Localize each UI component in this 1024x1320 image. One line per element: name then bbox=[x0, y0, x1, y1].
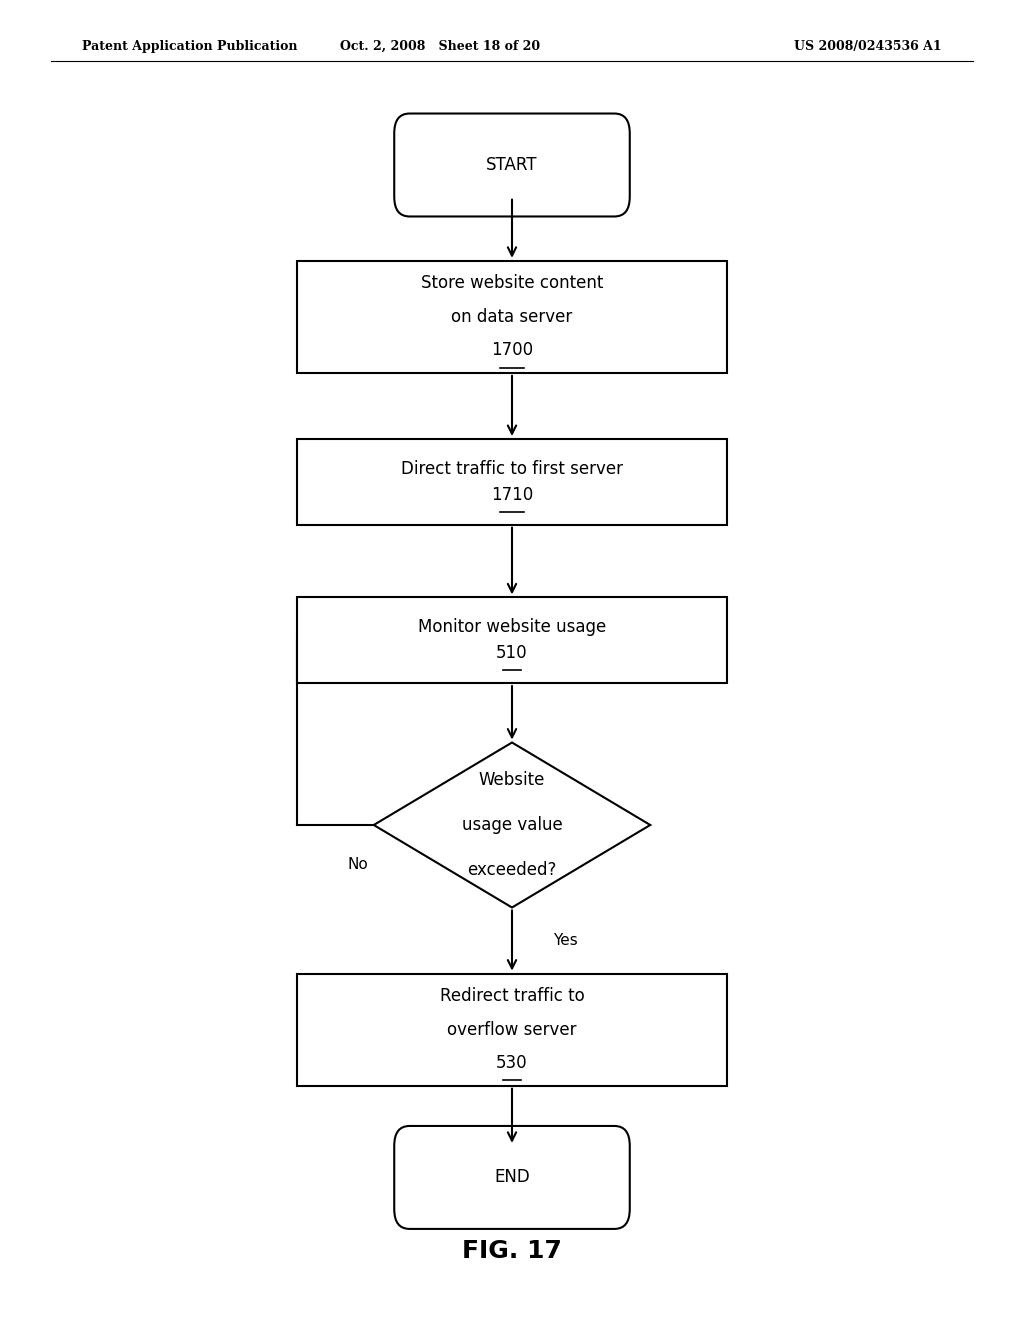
Text: Redirect traffic to: Redirect traffic to bbox=[439, 987, 585, 1005]
Text: on data server: on data server bbox=[452, 308, 572, 326]
Text: US 2008/0243536 A1: US 2008/0243536 A1 bbox=[795, 40, 942, 53]
Text: No: No bbox=[348, 857, 369, 873]
Text: usage value: usage value bbox=[462, 816, 562, 834]
Text: Patent Application Publication: Patent Application Publication bbox=[82, 40, 297, 53]
Polygon shape bbox=[374, 742, 650, 908]
FancyBboxPatch shape bbox=[394, 1126, 630, 1229]
Text: Yes: Yes bbox=[553, 933, 578, 948]
Text: Direct traffic to first server: Direct traffic to first server bbox=[401, 459, 623, 478]
Text: 510: 510 bbox=[497, 644, 527, 663]
Bar bbox=[297, 974, 727, 1085]
Text: END: END bbox=[495, 1168, 529, 1187]
Text: Oct. 2, 2008   Sheet 18 of 20: Oct. 2, 2008 Sheet 18 of 20 bbox=[340, 40, 541, 53]
Text: START: START bbox=[486, 156, 538, 174]
Text: overflow server: overflow server bbox=[447, 1020, 577, 1039]
Text: Website: Website bbox=[479, 771, 545, 789]
Text: 1700: 1700 bbox=[490, 342, 534, 359]
Text: 530: 530 bbox=[497, 1055, 527, 1072]
FancyBboxPatch shape bbox=[394, 114, 630, 216]
Text: Store website content: Store website content bbox=[421, 275, 603, 292]
Bar bbox=[297, 261, 727, 372]
Text: Monitor website usage: Monitor website usage bbox=[418, 618, 606, 636]
Text: exceeded?: exceeded? bbox=[467, 861, 557, 879]
Bar bbox=[297, 438, 727, 524]
Text: 1710: 1710 bbox=[490, 486, 534, 504]
Text: FIG. 17: FIG. 17 bbox=[462, 1239, 562, 1263]
Bar bbox=[297, 597, 727, 682]
